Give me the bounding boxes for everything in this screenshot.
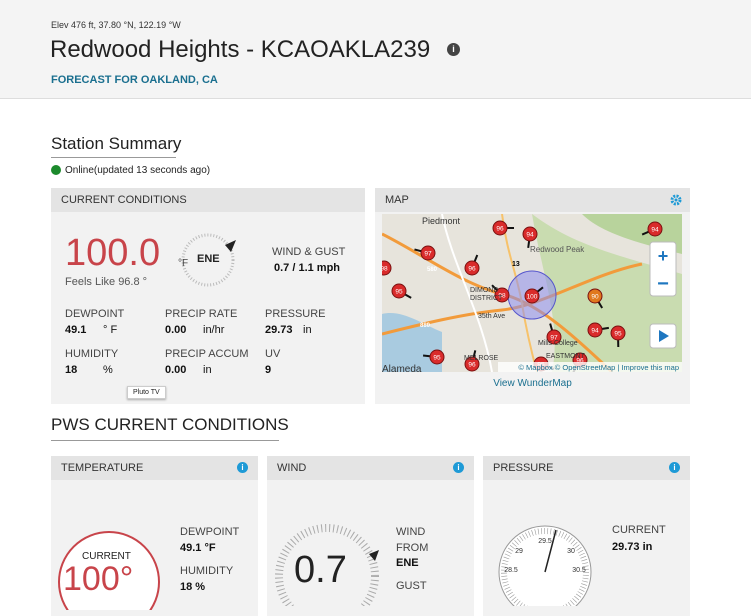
- summary-heading: Station Summary: [51, 134, 181, 154]
- location-line: Elev 476 ft, 37.80 °N, 122.19 °W: [51, 20, 181, 30]
- place-label: Piedmont: [422, 216, 461, 226]
- zoom-in[interactable]: +: [658, 246, 669, 266]
- marker-value: 94: [591, 328, 599, 335]
- station-title: Redwood Heights - KCAOAKLA239: [50, 36, 430, 64]
- info-icon[interactable]: i: [669, 462, 680, 473]
- info-icon[interactable]: i: [237, 462, 248, 473]
- place-label: Alameda: [382, 364, 422, 372]
- divider: [51, 440, 279, 441]
- marker-value: 95: [395, 289, 403, 296]
- stat-unit: ° F: [103, 324, 117, 336]
- dial-label: 29: [515, 548, 523, 555]
- map-attribution[interactable]: © Mapbox © OpenStreetMap | Improve this …: [518, 363, 679, 372]
- stat-label: HUMIDITY: [65, 348, 118, 360]
- wind-from-value: ENE: [396, 557, 419, 569]
- info-icon[interactable]: i: [447, 43, 460, 56]
- marker-value: 90: [591, 294, 599, 301]
- stat-unit: %: [103, 364, 113, 376]
- status-dot: [51, 165, 61, 175]
- place-label: MELROSE: [464, 355, 499, 362]
- stat-value: 49.1: [65, 324, 86, 336]
- wind-gust-label: WIND & GUST: [272, 246, 345, 258]
- info-icon[interactable]: i: [453, 462, 464, 473]
- feels-like: Feels Like 96.8 °: [65, 276, 147, 288]
- marker-value: 95: [614, 331, 622, 338]
- marker-value: 100: [527, 294, 538, 301]
- dial-label: 30: [567, 548, 575, 555]
- stat-value: 29.73: [265, 324, 293, 336]
- place-label: DISTRICT: [470, 295, 503, 302]
- map[interactable]: 96949796959898100909497949595969596 Pied…: [382, 214, 682, 372]
- marker-value: 98: [382, 266, 388, 273]
- marker-value: 94: [526, 232, 534, 239]
- dial-label: 30.5: [572, 567, 586, 574]
- stat-label: PRECIP RATE: [165, 308, 237, 320]
- card-header: TEMPERATURE: [51, 456, 258, 480]
- stat-label: DEWPOINT: [65, 308, 124, 320]
- temperature-card: TEMPERATURE i CURRENT 100° DEWPOINT 49.1…: [51, 456, 258, 616]
- card-header: PRESSURE: [483, 456, 690, 480]
- pressure-current-value: 29.73 in: [612, 541, 652, 553]
- stat-value: 0.00: [165, 324, 186, 336]
- wind-card: WIND i 0.7 WIND FROM ENE GUST: [267, 456, 474, 616]
- stat-label: PRECIP ACCUM: [165, 348, 249, 360]
- zoom-out[interactable]: −: [657, 273, 669, 295]
- tooltip: Pluto TV: [127, 386, 166, 399]
- temp-unit: °F: [178, 258, 188, 269]
- pressure-current-label: CURRENT: [612, 524, 666, 536]
- card-header: WIND: [267, 456, 474, 480]
- header: Elev 476 ft, 37.80 °N, 122.19 °W Redwood…: [0, 0, 751, 99]
- place-label: 35th Ave: [478, 313, 505, 320]
- marker-value: 96: [496, 226, 504, 233]
- stat-label: PRESSURE: [265, 308, 326, 320]
- place-label: Mills College: [538, 340, 578, 347]
- page: {"header":{"location_line":"Elev 476 ft,…: [0, 0, 751, 600]
- card-header: CURRENT CONDITIONS: [51, 188, 365, 212]
- marker-value: 97: [424, 251, 432, 258]
- pws-heading: PWS CURRENT CONDITIONS: [51, 415, 289, 435]
- divider: [51, 157, 176, 158]
- dial-label: 29.5: [538, 538, 552, 545]
- wundermap-link[interactable]: View WunderMap: [375, 378, 690, 389]
- wind-gust-value: 0.7 / 1.1 mph: [274, 262, 340, 274]
- place-label: 880: [420, 323, 431, 329]
- dial-pointer: [225, 240, 236, 252]
- dial-label: 28.5: [504, 567, 518, 574]
- marker-value: 96: [468, 266, 476, 273]
- pressure-card: PRESSURE i 29.5 29 30 28.5 30.5 CURRENT 29.7…: [483, 456, 690, 616]
- settings-icon[interactable]: [670, 194, 682, 206]
- pressure-gauge: 29.5 29 30 28.5 30.5: [491, 516, 601, 606]
- card-header: MAP: [375, 188, 690, 212]
- wind-from-label: WIND FROM: [396, 524, 436, 556]
- dewpoint-label: DEWPOINT: [180, 526, 239, 538]
- stat-value: 0.00: [165, 364, 186, 376]
- stat-unit: in: [203, 364, 212, 376]
- stat-unit: in: [303, 324, 312, 336]
- marker-value: 95: [433, 355, 441, 362]
- stat-label: UV: [265, 348, 280, 360]
- temperature: 100.0: [65, 232, 160, 275]
- forecast-link[interactable]: FORECAST FOR OAKLAND, CA: [51, 74, 218, 86]
- humidity-label: HUMIDITY: [180, 565, 233, 577]
- stat-unit: in/hr: [203, 324, 224, 336]
- gust-label: GUST: [396, 580, 427, 592]
- place-label: Redwood Peak: [530, 245, 585, 254]
- current-conditions-card: CURRENT CONDITIONS 100.0 Feels Like 96.8…: [51, 188, 365, 404]
- place-label: EASTMONT: [546, 353, 586, 360]
- dewpoint-value: 49.1 °F: [180, 542, 216, 554]
- wind-speed: 0.7: [294, 549, 347, 592]
- place-label: 13: [512, 261, 520, 268]
- stat-value: 9: [265, 364, 271, 376]
- status-text: Online(updated 13 seconds ago): [65, 165, 210, 176]
- current-value: 100°: [63, 560, 133, 599]
- marker-value: 94: [651, 227, 659, 234]
- wind-direction: ENE: [197, 253, 220, 265]
- humidity-value: 18 %: [180, 581, 205, 593]
- place-label: 580: [427, 267, 438, 273]
- stat-value: 18: [65, 364, 77, 376]
- place-label: DIMOND: [470, 287, 498, 294]
- marker-value: 96: [468, 362, 476, 369]
